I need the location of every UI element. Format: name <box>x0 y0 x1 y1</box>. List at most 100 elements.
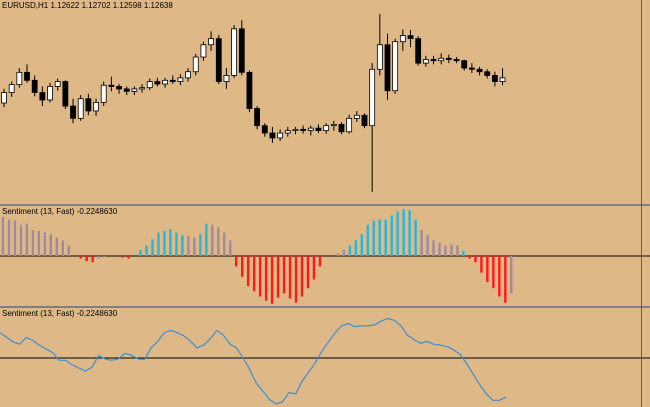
candle <box>330 120 337 131</box>
candle <box>246 70 253 113</box>
price-chart-pane[interactable]: EURUSD,H1 1.12622 1.12702 1.12598 1.1263… <box>0 0 650 204</box>
candle <box>461 59 468 71</box>
candle <box>422 55 429 67</box>
candle-body <box>31 79 38 93</box>
candle <box>468 63 475 73</box>
candle <box>85 93 92 116</box>
candle-body <box>269 132 276 139</box>
candle <box>39 86 46 107</box>
line-pane-title: Sentiment (13, Fast) -0.2248630 <box>2 309 118 318</box>
price-chart-title: EURUSD,H1 1.12622 1.12702 1.12598 1.1263… <box>2 1 173 10</box>
candle <box>146 78 153 91</box>
candle <box>430 55 437 65</box>
candle-body <box>223 75 230 82</box>
candle-body <box>254 108 261 127</box>
candle-body <box>307 127 314 131</box>
price-scale-border <box>641 0 642 407</box>
candle-body <box>369 68 376 127</box>
candle-body <box>407 35 414 40</box>
candle <box>31 75 38 97</box>
candle-body <box>100 84 107 103</box>
candle <box>238 20 245 76</box>
candle-body <box>16 71 23 86</box>
candle <box>154 77 161 87</box>
candle <box>162 77 168 88</box>
candle <box>139 84 145 93</box>
candle <box>399 29 406 51</box>
candle-body <box>192 56 199 73</box>
candle-body <box>445 57 452 60</box>
candle-body <box>284 130 291 134</box>
candle-body <box>85 98 92 112</box>
candle <box>93 98 99 116</box>
candle-body <box>238 28 245 73</box>
candle-body <box>39 92 46 101</box>
candle-body <box>62 81 69 107</box>
candle-body <box>384 44 391 92</box>
candle-body <box>116 86 122 90</box>
candle <box>24 64 30 83</box>
candle <box>62 80 69 110</box>
candle <box>47 82 53 103</box>
candle-body <box>131 88 138 92</box>
candle <box>16 68 23 88</box>
candle-body <box>422 59 429 64</box>
candle-body <box>24 71 30 81</box>
candle-body <box>139 87 145 90</box>
candle-body <box>330 124 337 127</box>
candle <box>476 66 483 76</box>
candle <box>208 31 214 51</box>
candle-body <box>215 38 222 82</box>
candle-body <box>177 77 184 82</box>
candle <box>453 57 460 64</box>
pane-separator[interactable] <box>0 306 650 308</box>
candle <box>8 81 15 97</box>
candle <box>323 123 330 134</box>
candle-body <box>461 60 468 69</box>
candle-body <box>146 81 153 89</box>
candle <box>315 124 322 134</box>
sentiment-line <box>0 317 507 405</box>
candle-body <box>70 105 76 119</box>
candle <box>108 76 115 92</box>
candle <box>292 126 299 135</box>
candle-body <box>468 67 475 70</box>
sentiment-line-chart[interactable] <box>0 308 650 407</box>
candle-body <box>108 84 115 87</box>
candle-body <box>154 81 161 85</box>
sentiment-histogram[interactable] <box>0 206 650 306</box>
candlestick-chart[interactable] <box>0 0 650 204</box>
candle <box>70 98 76 124</box>
candle-body <box>231 28 238 76</box>
candle-body <box>353 114 360 119</box>
candle-body <box>415 38 422 64</box>
candle <box>123 86 130 96</box>
pane-separator[interactable] <box>0 204 650 206</box>
candle <box>445 54 452 64</box>
candle-body <box>8 84 15 93</box>
candle <box>300 125 307 134</box>
candle <box>223 68 230 89</box>
candle-body <box>346 117 353 133</box>
candle-body <box>376 44 383 70</box>
candle-body <box>292 128 299 131</box>
sentiment-histogram-pane[interactable]: Sentiment (13, Fast) -0.2248630 <box>0 206 650 306</box>
candle <box>369 63 376 192</box>
candle <box>215 34 222 84</box>
candle-body <box>499 77 506 82</box>
candle-body <box>323 125 330 131</box>
candle <box>54 78 61 91</box>
candle <box>185 68 191 82</box>
sentiment-line-pane[interactable]: Sentiment (13, Fast) -0.2248630 <box>0 308 650 407</box>
candle <box>484 69 491 79</box>
candle-body <box>162 79 168 85</box>
candle <box>392 38 399 94</box>
candle-body <box>453 59 460 62</box>
candle <box>499 68 506 86</box>
candle-body <box>208 38 214 46</box>
candle-body <box>430 59 437 62</box>
candle <box>131 86 138 96</box>
candle-body <box>491 75 498 82</box>
candle <box>284 126 291 137</box>
